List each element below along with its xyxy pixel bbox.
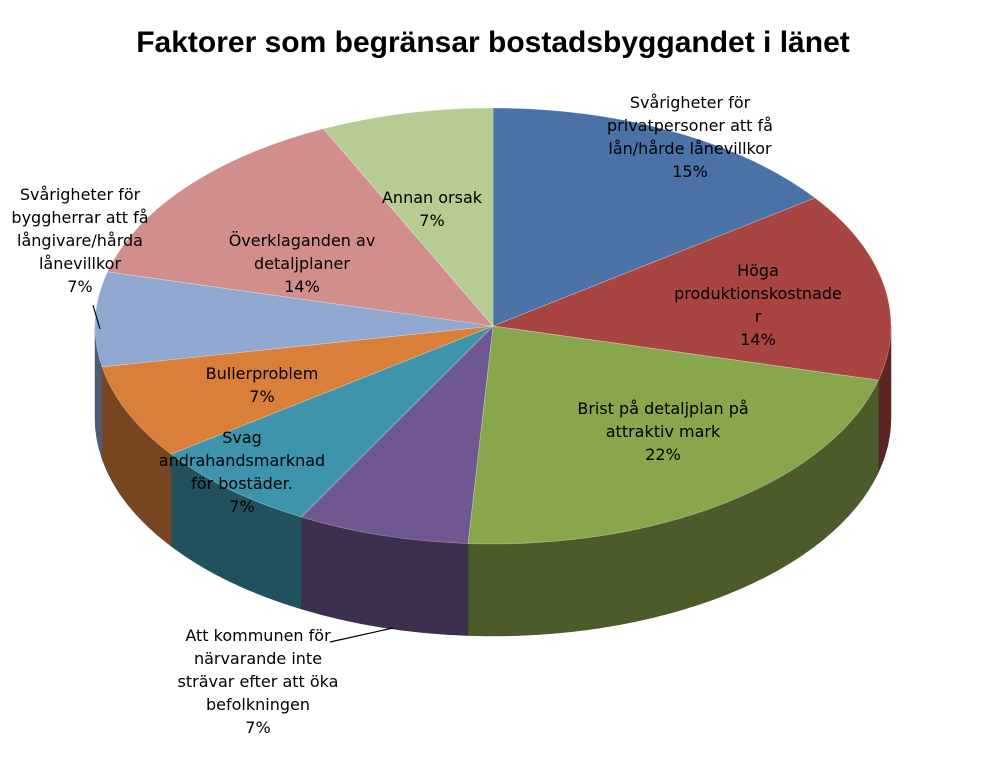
pie-sides [94,325,892,637]
data-label-text: strävar efter att öka [178,672,339,691]
data-label-text: befolkningen [206,695,310,714]
data-label-7: Svårigheter för byggherrar att få långivar… [11,185,148,296]
data-label-text: Svårigheter för [630,93,751,112]
leader-line-7 [92,304,101,330]
pie-slice-5 [170,325,494,518]
data-label-5: Svag andrahandsmarknad för bostäder. 7% [159,428,325,516]
data-label-8: Överklaganden av detaljplaner 14% [229,231,376,296]
data-label-text: detaljplaner [254,254,350,273]
data-label-text: produktionskostnade [674,284,842,303]
pie-slice-2 [491,197,892,381]
data-label-text: privatpersoner att få [607,116,773,135]
data-label-6: Bullerproblem 7% [206,364,319,406]
chart-title: Faktorer som begränsar bostadsbyggandet … [136,26,850,59]
leader-lines [92,304,394,643]
data-label-9: Annan orsak 7% [382,188,483,230]
pie-slice-7 [94,271,494,368]
data-label-text: Överklaganden av [229,231,376,250]
data-label-4: Att kommunen för närvarande inte strävar e… [178,626,339,737]
data-label-value: 7% [245,718,270,737]
data-label-text: r [755,307,762,326]
data-label-1: Svårigheter för privatpersoner att få lån/… [607,93,773,181]
data-label-value: 7% [249,387,274,406]
data-label-text: Bullerproblem [206,364,319,383]
pie-slice-1 [492,107,816,327]
data-label-text: för bostäder. [191,474,293,493]
data-label-value: 7% [229,497,254,516]
pie-slice-6 [101,325,494,455]
data-label-value: 7% [67,277,92,296]
pie-slice-3 [467,325,879,545]
pie-slice-4 [300,325,494,544]
data-label-text: lånevillkor [39,254,122,273]
data-label-text: attraktiv mark [606,422,721,441]
data-label-text: lån/hårde lånevillkor [608,139,772,158]
data-label-value: 15% [672,162,708,181]
data-label-value: 7% [419,211,444,230]
data-label-text: Höga [737,261,779,280]
pie-slice-8 [107,128,494,327]
data-label-text: Att kommunen för [185,626,331,645]
data-label-value: 14% [284,277,320,296]
data-label-text: Svag [222,428,262,447]
data-label-text: långivare/hårda [17,231,143,250]
pie-slice-9 [322,107,494,327]
leader-line-4 [329,627,394,643]
data-label-2: Höga produktionskostnade r 14% [674,261,842,349]
pie-slices [94,107,892,545]
data-label-value: 14% [740,330,776,349]
data-label-text: byggherrar att få [11,208,148,227]
data-label-text: andrahandsmarknad [159,451,325,470]
data-label-3: Brist på detaljplan på attraktiv mark 22% [577,399,748,464]
data-labels: Svårigheter för privatpersoner att få lån/… [11,93,841,737]
data-label-text: närvarande inte [194,649,322,668]
data-label-text: Svårigheter för [20,185,141,204]
data-label-value: 22% [645,445,681,464]
data-label-text: Brist på detaljplan på [577,399,748,418]
data-label-text: Annan orsak [382,188,483,207]
